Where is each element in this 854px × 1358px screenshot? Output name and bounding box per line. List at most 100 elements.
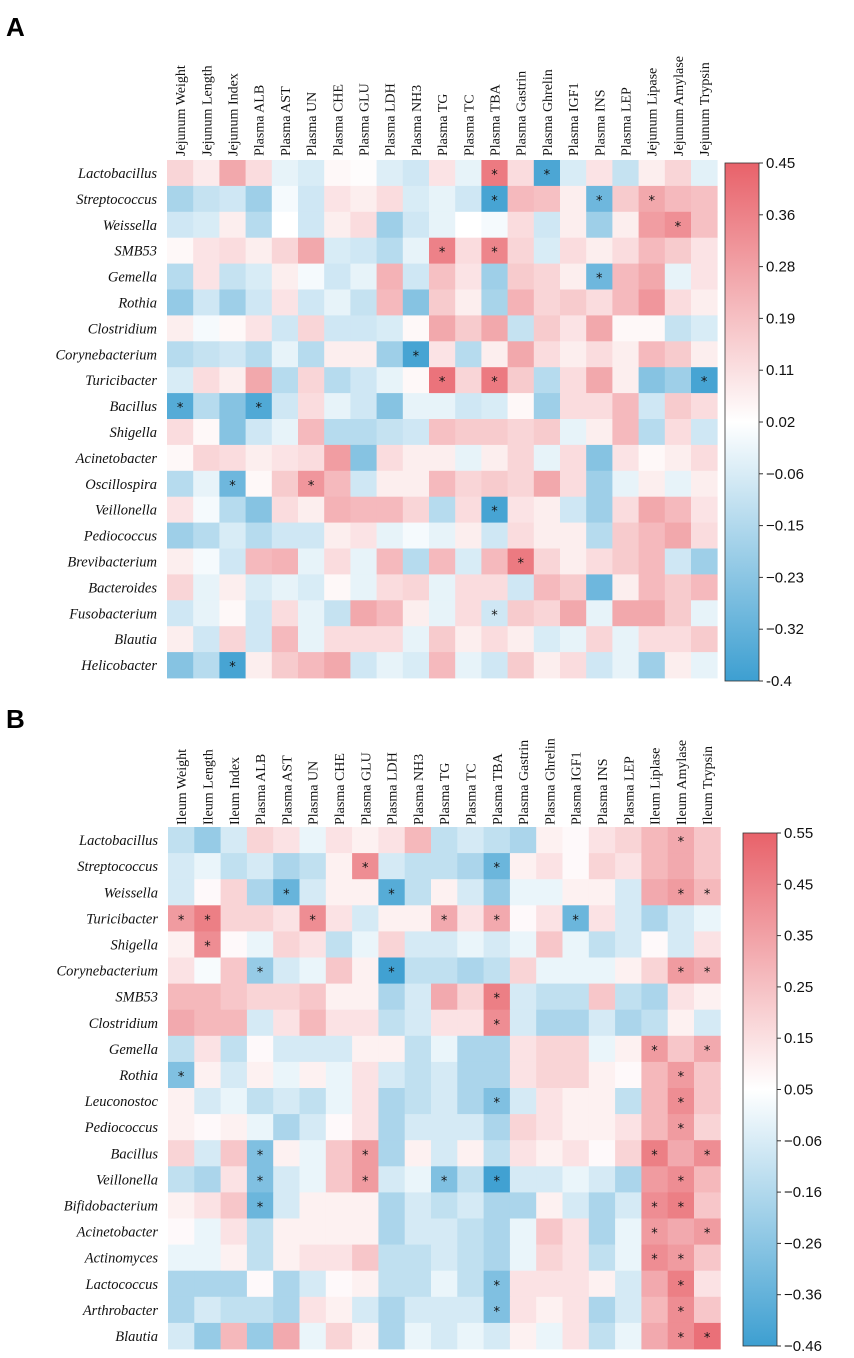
heatmap-cell xyxy=(193,522,220,549)
heatmap-cell xyxy=(376,211,404,239)
heatmap-cell xyxy=(168,1322,195,1350)
heatmap-cell xyxy=(664,393,692,420)
significance-star: * xyxy=(678,1122,685,1137)
heatmap-cell xyxy=(562,827,590,854)
col-label: Plasma Ghrelin xyxy=(543,738,558,825)
col-label: Plasma Gastrin xyxy=(515,71,530,156)
heatmap-cell xyxy=(509,1009,537,1037)
col-label: Plasma ALB xyxy=(253,85,268,156)
col-label: Plasma AST xyxy=(279,86,294,156)
heatmap-cell xyxy=(455,237,482,264)
heatmap-cell xyxy=(429,237,456,264)
heatmap-cell xyxy=(246,1035,274,1063)
heatmap-cell xyxy=(507,263,535,290)
heatmap-cell xyxy=(350,185,377,213)
significance-star: * xyxy=(678,966,685,981)
row-label: Acinetobacter xyxy=(76,1225,159,1241)
heatmap-cell xyxy=(533,496,561,523)
heatmap-cell xyxy=(509,931,537,958)
heatmap-cell xyxy=(378,1218,406,1245)
heatmap-cell xyxy=(219,185,246,213)
heatmap-cell xyxy=(429,160,456,187)
heatmap-cell xyxy=(378,1035,406,1063)
heatmap-cell xyxy=(664,367,692,394)
significance-star: * xyxy=(441,913,448,928)
col-label: Jejunum Amylase xyxy=(672,56,687,156)
heatmap-cell xyxy=(533,315,561,342)
heatmap-cell xyxy=(664,626,692,653)
row-label: Helicobacter xyxy=(80,658,157,674)
heatmap-cell xyxy=(298,652,325,679)
heatmap-cell xyxy=(271,522,299,549)
heatmap-cell xyxy=(378,931,406,958)
row-label: Bacillus xyxy=(109,399,157,415)
heatmap-cell xyxy=(220,853,248,880)
heatmap-cell xyxy=(615,905,642,932)
heatmap-cell xyxy=(219,315,246,342)
heatmap-cell xyxy=(483,983,511,1011)
heatmap-cell xyxy=(560,263,587,290)
colorbar-tick-label: 0.36 xyxy=(766,207,795,224)
heatmap-cell xyxy=(641,879,669,906)
heatmap-cell xyxy=(562,905,590,932)
heatmap-cell xyxy=(455,393,482,420)
heatmap-cell xyxy=(273,1322,300,1350)
heatmap-cell xyxy=(404,1244,432,1272)
heatmap-cell xyxy=(246,1009,274,1037)
heatmap-cell xyxy=(588,1270,616,1298)
heatmap-cell xyxy=(483,1296,511,1324)
heatmap-cell xyxy=(481,367,508,394)
heatmap-cell xyxy=(664,341,692,368)
heatmap-cell xyxy=(507,652,535,679)
significance-star: * xyxy=(178,913,185,928)
heatmap-cell xyxy=(533,341,561,368)
row-label: Turicibacter xyxy=(86,911,158,927)
heatmap-cell xyxy=(298,548,325,575)
heatmap-cell xyxy=(483,931,511,958)
heatmap-cell xyxy=(638,652,666,679)
heatmap-cell xyxy=(638,160,666,187)
col-label: Ileum Trypsin xyxy=(701,746,716,825)
heatmap-cell xyxy=(376,237,404,264)
heatmap-cell xyxy=(562,1035,590,1063)
heatmap-cell xyxy=(352,1270,379,1298)
heatmap-cell xyxy=(691,289,718,316)
heatmap-cell xyxy=(694,1244,721,1272)
heatmap-cell xyxy=(404,1296,432,1324)
heatmap-cell xyxy=(612,367,639,394)
heatmap-cell xyxy=(193,263,220,290)
col-label: Plasma TC xyxy=(464,763,479,825)
heatmap-cell xyxy=(615,1009,642,1037)
heatmap-cell xyxy=(455,419,482,446)
heatmap-cell xyxy=(560,548,587,575)
heatmap-cell xyxy=(298,496,325,523)
heatmap-cell xyxy=(402,600,430,627)
heatmap-cell xyxy=(667,1166,695,1193)
heatmap-cell xyxy=(245,185,273,213)
heatmap-cell xyxy=(220,1270,248,1298)
heatmap-cell xyxy=(536,983,563,1011)
significance-star: * xyxy=(177,401,184,416)
heatmap-cell xyxy=(455,600,482,627)
heatmap-cell xyxy=(562,1061,590,1089)
heatmap-cell xyxy=(378,1166,406,1193)
heatmap-cell xyxy=(562,983,590,1011)
heatmap-cell xyxy=(560,470,587,498)
heatmap-cell xyxy=(612,548,639,575)
heatmap-cell xyxy=(167,289,194,316)
heatmap-cell xyxy=(378,1140,406,1167)
heatmap-cell xyxy=(612,444,639,472)
heatmap-cell xyxy=(560,315,587,342)
heatmap-cell xyxy=(193,237,220,264)
heatmap-cell xyxy=(509,1322,537,1350)
heatmap-cell xyxy=(219,652,246,679)
heatmap-cell xyxy=(691,548,718,575)
heatmap-cell xyxy=(350,393,377,420)
heatmap-cell xyxy=(638,393,666,420)
heatmap-cell xyxy=(378,957,406,984)
significance-star: * xyxy=(491,505,498,520)
heatmap-cell xyxy=(562,1114,590,1141)
row-label: Streptococcus xyxy=(76,192,157,208)
heatmap-cell xyxy=(271,496,299,523)
heatmap-cell xyxy=(588,957,616,984)
